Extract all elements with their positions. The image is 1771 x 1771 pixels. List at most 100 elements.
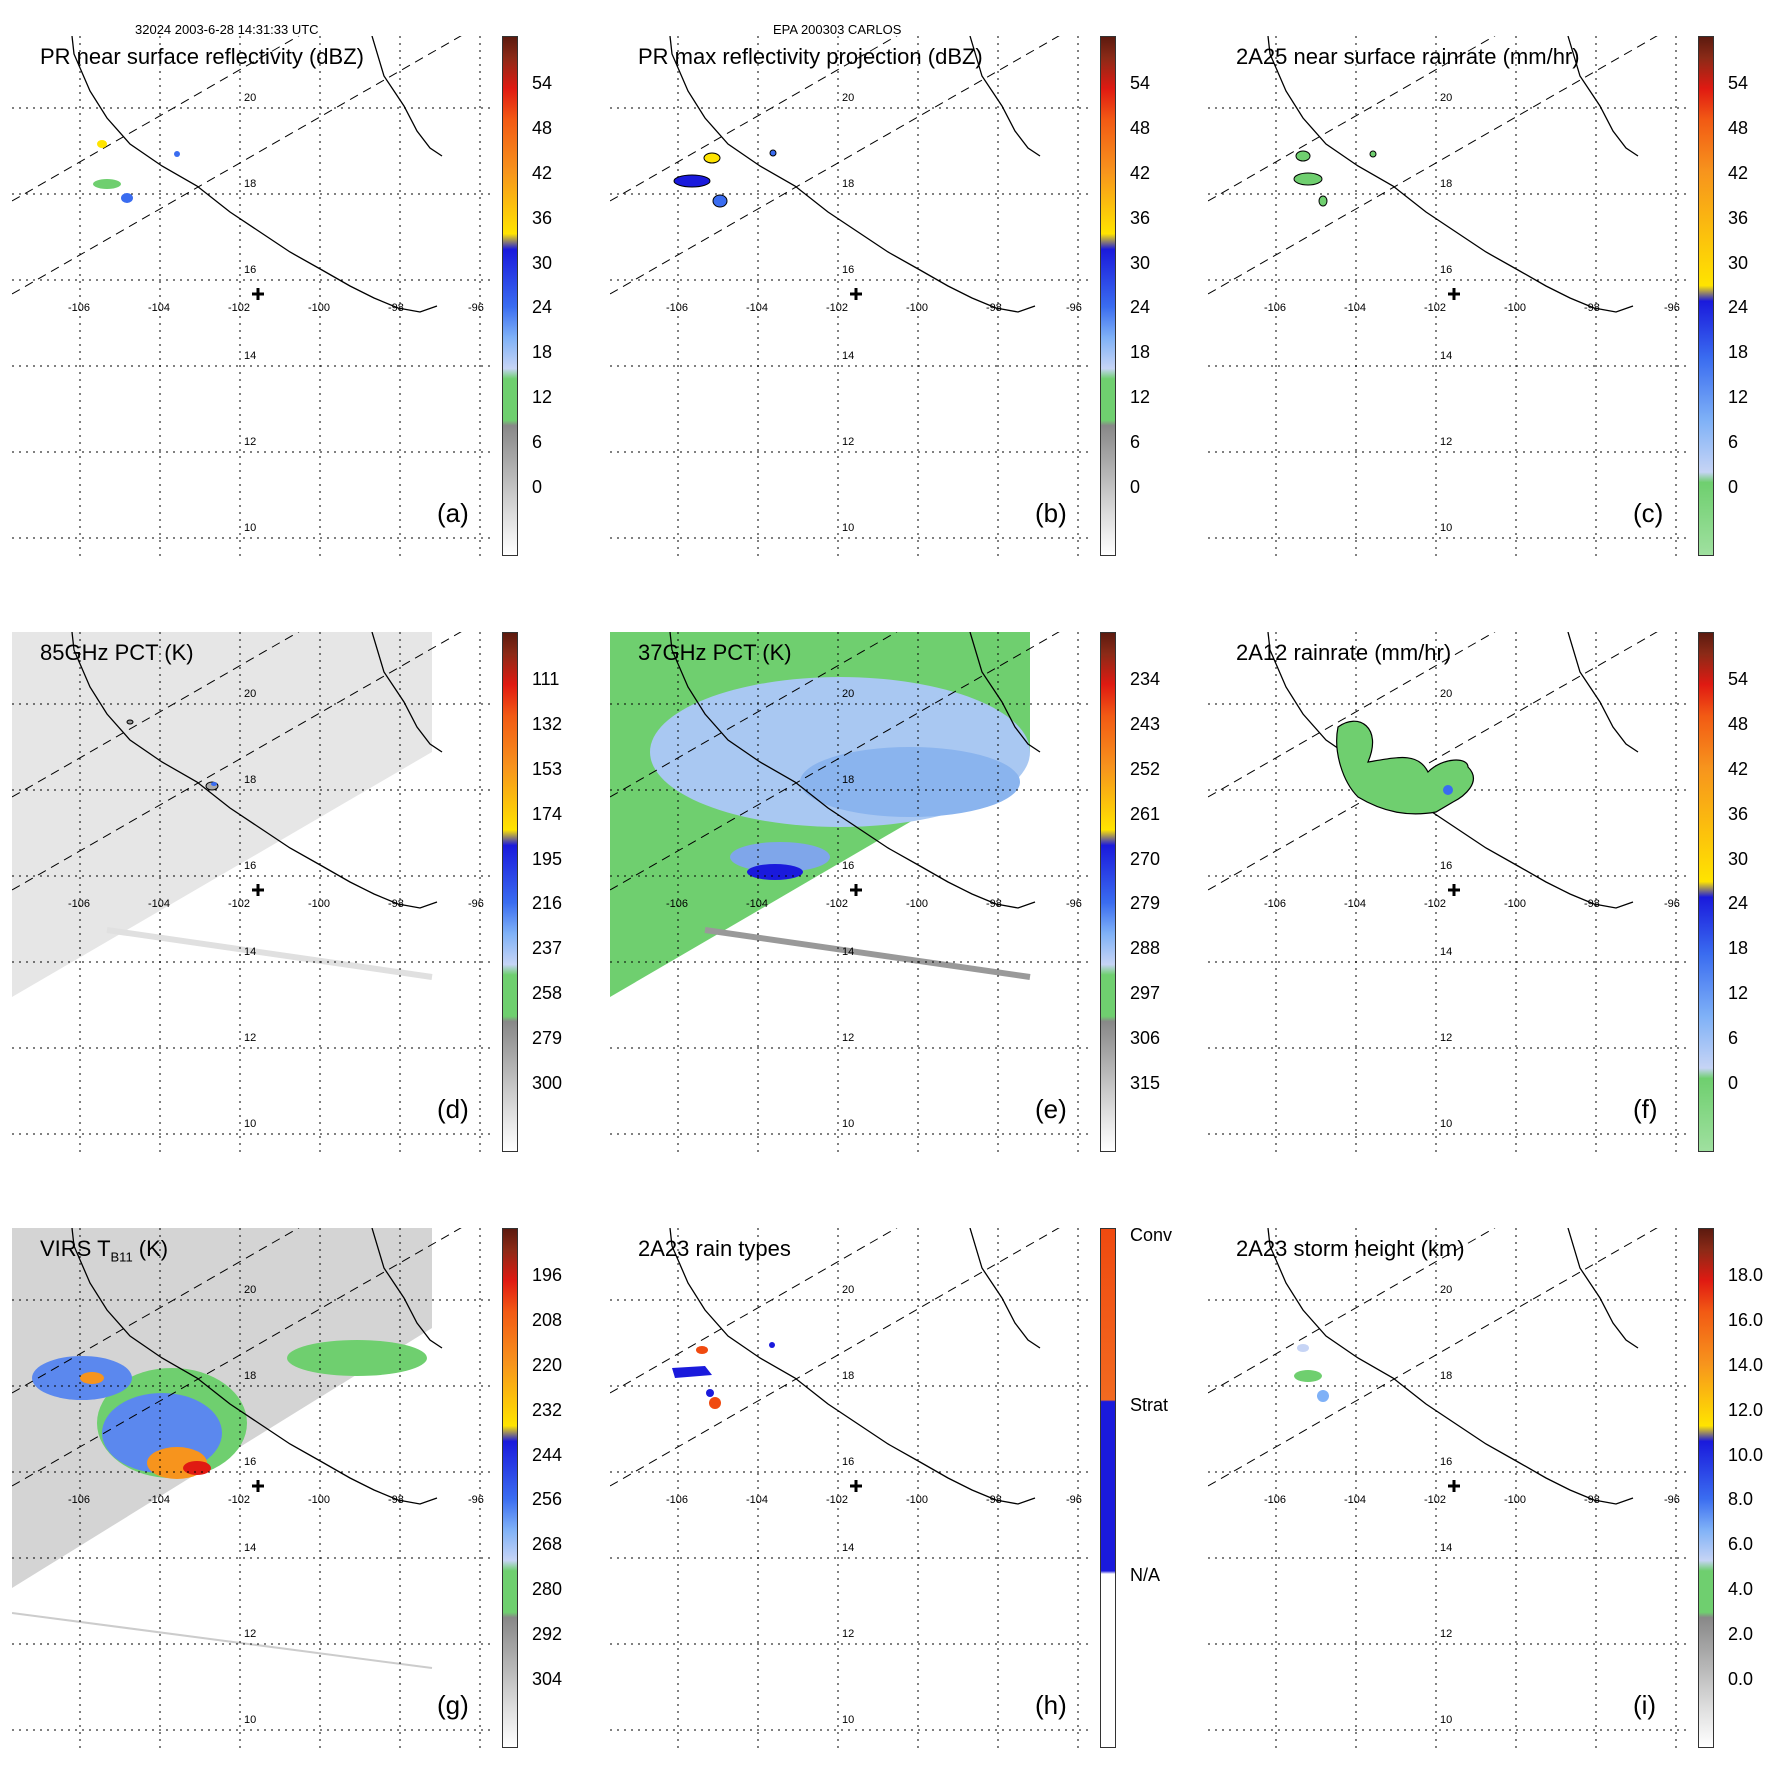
colorbar-tick-label: 42 [1130, 162, 1151, 183]
coastline [1567, 36, 1639, 157]
map-i: -106 -104 -102 -100 -98 -96 20 18 16 14 12 10 [1208, 1228, 1688, 1748]
colorbar-tick-label: 256 [532, 1489, 563, 1510]
lat-label: 14 [1440, 1542, 1452, 1554]
colorbar-tick-label: 42 [532, 162, 553, 183]
colorbar-tick-label: 0.0 [1728, 1669, 1754, 1689]
swath-edge [12, 36, 462, 295]
coastline [969, 1228, 1041, 1349]
stratiform-cell [706, 1389, 714, 1397]
lon-label: -104 [1344, 898, 1366, 910]
storm-center-marker [1452, 884, 1456, 896]
lat-label: 10 [842, 1118, 854, 1130]
colorbar-tick-label: 0 [1728, 1073, 1739, 1093]
swath-background [12, 632, 432, 997]
swath-edge [610, 1228, 1060, 1487]
rain-cell [121, 193, 133, 203]
lon-label: -104 [746, 302, 768, 314]
colorbar-tick-label: 54 [1130, 73, 1151, 93]
colorbar [1100, 632, 1116, 1152]
lat-label: 14 [1440, 946, 1452, 958]
lon-label: -102 [228, 898, 250, 910]
lon-label: -100 [308, 302, 330, 314]
coastline [669, 1228, 1036, 1505]
panel-label: (i) [1633, 1690, 1657, 1720]
lon-label: -98 [388, 1494, 404, 1506]
lat-label: 16 [842, 1456, 854, 1468]
lon-label: -106 [68, 898, 90, 910]
storm-center-marker [256, 1480, 260, 1492]
map-c: -106 -104 -102 -100 -98 -96 20 18 16 14 12 10 [1208, 36, 1688, 556]
lat-label: 20 [842, 688, 854, 700]
lon-label: -100 [308, 1494, 330, 1506]
lat-label: 18 [244, 1370, 256, 1382]
lat-label: 14 [842, 946, 854, 958]
lon-label: -102 [1424, 302, 1446, 314]
colorbar-tick-label: 54 [1728, 669, 1749, 689]
rain-cell [93, 179, 121, 189]
lat-label: 12 [842, 436, 854, 448]
storm-center-marker [854, 288, 858, 300]
colorbar-tick-label: 36 [1728, 803, 1749, 824]
lat-label: 12 [842, 1628, 854, 1640]
colorbar-tick-label: 132 [532, 713, 563, 734]
swath-edge [610, 632, 1060, 891]
map-g: -106 -104 -102 -100 -98 -96 20 18 16 14 12 10 [12, 1228, 492, 1748]
lon-label: -96 [1066, 898, 1082, 910]
lon-label: -104 [148, 1494, 170, 1506]
panel-g: -106 -104 -102 -100 -98 -96 20 18 16 14 12 10 VIRS … [12, 1228, 572, 1768]
panel-c: -106 -104 -102 -100 -98 -96 20 18 16 14 12 10 2A25 … [1208, 36, 1768, 576]
lat-label: 12 [244, 1628, 256, 1640]
colorbar-tick-label: 270 [1130, 848, 1161, 869]
map-base: -106 -104 -102 -100 -98 -96 20 18 16 14 12 10 [12, 632, 492, 1152]
cloud-region [80, 1372, 104, 1384]
lon-label: -106 [1264, 1494, 1286, 1506]
panel-title: 2A23 storm height (km) [1236, 1236, 1465, 1261]
colorbar-tick-label: 234 [1130, 669, 1161, 689]
lat-label: 16 [842, 264, 854, 276]
lat-label: 20 [842, 92, 854, 104]
orbit-timestamp: 32024 2003-6-28 14:31:33 UTC [135, 22, 319, 37]
storm-center-marker [256, 884, 260, 896]
panel-title: 37GHz PCT (K) [638, 640, 792, 665]
colorbar-tick-label: 12 [1728, 983, 1749, 1004]
coastline [1267, 632, 1634, 909]
colorbar [1100, 36, 1116, 556]
rain-cell [1369, 150, 1377, 158]
colorbar-tick-label: 0 [1130, 477, 1141, 497]
echo-top-area [1317, 1390, 1329, 1402]
rain-cell [712, 194, 728, 208]
lat-label: 10 [842, 1714, 854, 1726]
panel-label: (a) [437, 498, 469, 528]
echo-top-area [1294, 1370, 1322, 1382]
lon-label: -106 [68, 1494, 90, 1506]
colorbar-tick-label: 30 [1728, 252, 1749, 273]
colorbar-tick-label: 153 [532, 758, 563, 779]
lat-label: 18 [1440, 178, 1452, 190]
colorbar-tick-label: 12 [1130, 387, 1151, 408]
colorbar-tick-label: 18 [1728, 342, 1749, 363]
lat-label: 18 [842, 774, 854, 786]
panel-e: -106 -104 -102 -100 -98 -96 20 18 16 14 12 10 37GHz… [610, 632, 1170, 1172]
colorbar-tick-label: 196 [532, 1265, 563, 1285]
lon-label: -106 [666, 1494, 688, 1506]
lat-label: 20 [244, 92, 256, 104]
colorbar-tick-label: 48 [1728, 713, 1749, 734]
lat-label: 14 [244, 946, 256, 958]
lat-label: 16 [244, 264, 256, 276]
lat-label: 20 [1440, 688, 1452, 700]
rain-cell [703, 152, 721, 164]
storm-center-marker [1452, 1480, 1456, 1492]
echo-top-area [1297, 1344, 1309, 1352]
lat-label: 12 [244, 436, 256, 448]
lat-label: 16 [1440, 860, 1452, 872]
panel-label: (f) [1633, 1094, 1658, 1124]
convective-cell [696, 1346, 708, 1354]
map-base: -106 -104 -102 -100 -98 -96 20 18 16 14 12 10 [1208, 1228, 1688, 1748]
lon-label: -98 [1584, 1494, 1600, 1506]
map-e: -106 -104 -102 -100 -98 -96 20 18 16 14 12 10 [610, 632, 1090, 1152]
map-a: -106 -104 -102 -100 -98 -96 20 18 16 14 12 10 [12, 36, 492, 556]
colorbar-tick-label: 12.0 [1728, 1399, 1764, 1420]
colorbar-tick-label: 42 [1728, 758, 1749, 779]
panel-f: -106 -104 -102 -100 -98 -96 20 18 16 14 12 10 2A12 … [1208, 632, 1768, 1172]
